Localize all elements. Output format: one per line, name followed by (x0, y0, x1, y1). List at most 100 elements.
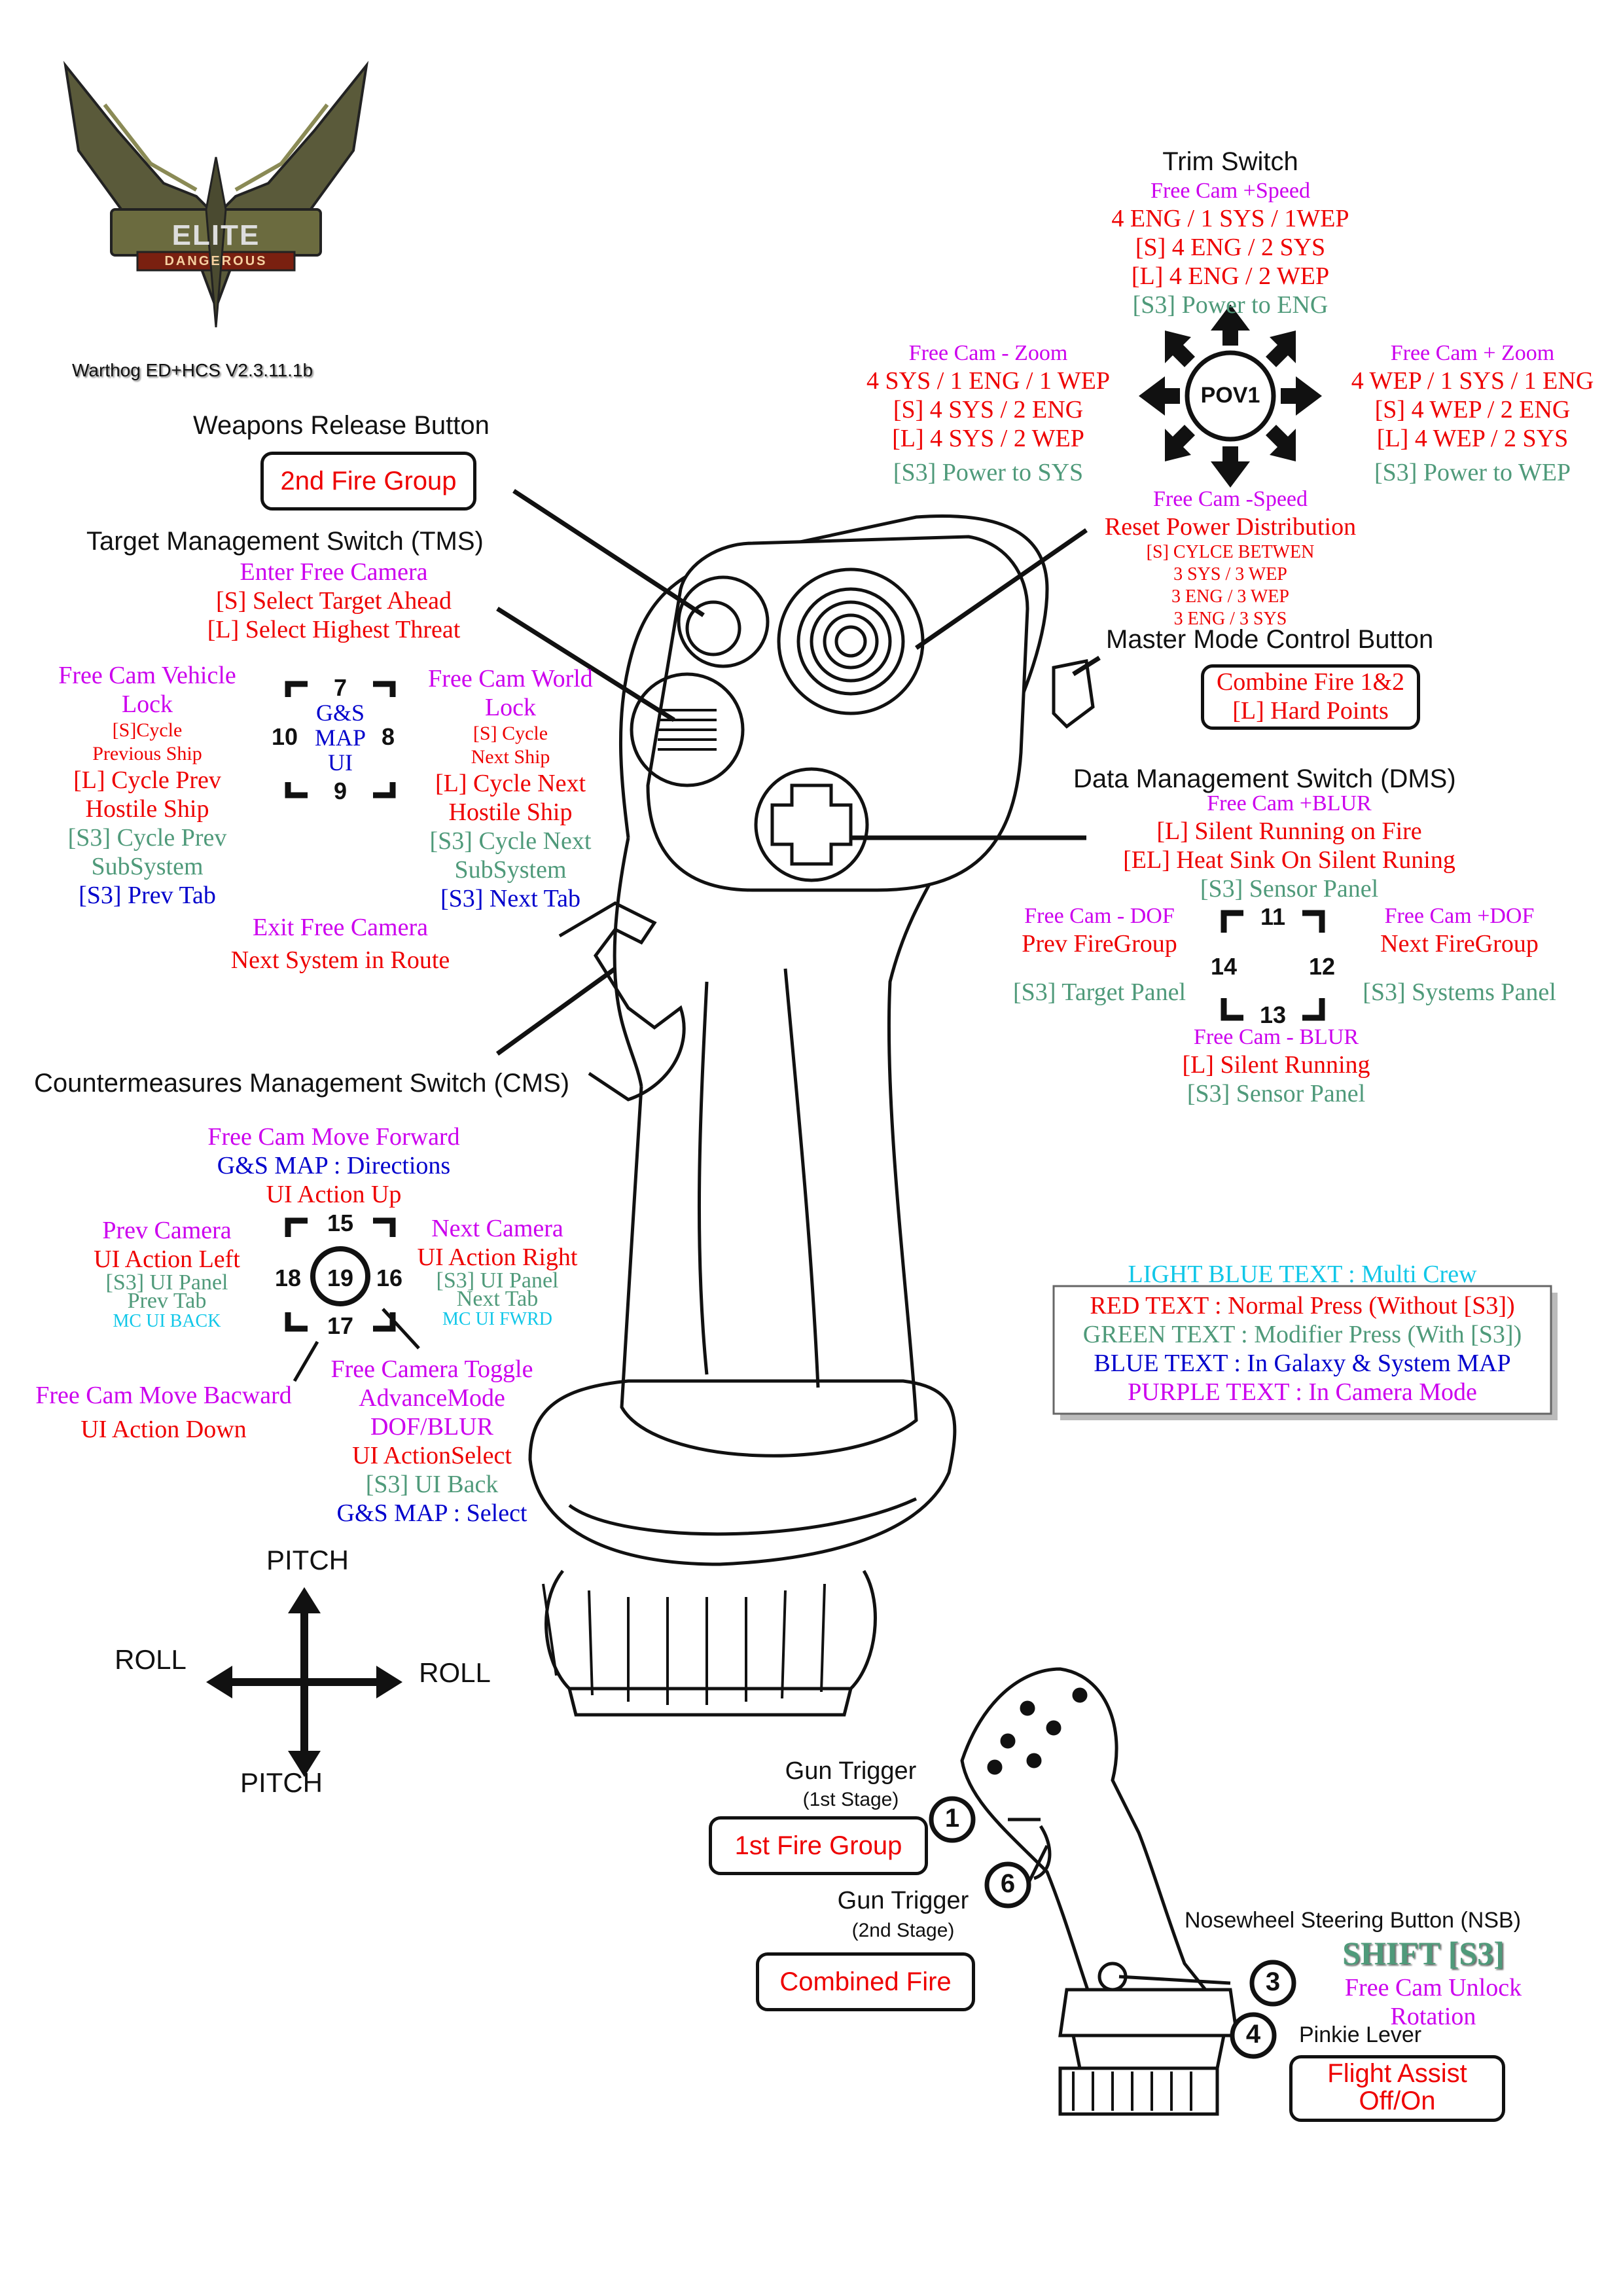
tms-title: Target Management Switch (TMS) (86, 527, 484, 556)
trigger2-title: Gun Trigger (837, 1887, 969, 1914)
cms-down-line: UI Action Down (80, 1416, 247, 1443)
pinkie-title: Pinkie Lever (1299, 2022, 1422, 2047)
cms-press-text: Free Camera Toggle AdvanceMode DOF/BLUR … (301, 1355, 563, 1528)
trim-up-line: 4 ENG / 1 SYS / 1WEP (1111, 205, 1349, 232)
pinkie-box: Flight Assist Off/On (1289, 2055, 1505, 2122)
cms-left-line: MC UI BACK (113, 1311, 221, 1331)
trim-left-line: Free Cam - Zoom (908, 341, 1068, 365)
tms-left-line: [L] Cycle Prev (73, 766, 221, 794)
legend-item: BLUE TEXT : In Galaxy & System MAP (1094, 1350, 1511, 1377)
exit-cam-text: Exit Free Camera Next System in Route (216, 913, 465, 975)
trim-up-line: Free Cam +Speed (1150, 179, 1310, 203)
pinkie-box-line: Flight Assist (1327, 2059, 1467, 2088)
dms-right-line: [S3] Systems Panel (1363, 978, 1556, 1006)
dms-up-line: [S3] Sensor Panel (1200, 875, 1379, 903)
pitch-down-label: PITCH (240, 1767, 323, 1798)
mmcb-box: Combine Fire 1&2 [L] Hard Points (1201, 664, 1420, 730)
nsb-lines: Free Cam Unlock Rotation (1329, 1973, 1538, 2031)
dms-down-line: Free Cam - BLUR (1193, 1025, 1359, 1049)
trim-up-line: [S3] Power to ENG (1132, 291, 1329, 319)
cms-down-line: Free Cam Move Bacward (35, 1382, 292, 1409)
nsb-title: Nosewheel Steering Button (NSB) (1185, 1908, 1522, 1933)
num-3: 3 (1265, 1967, 1281, 1996)
dms-title: Data Management Switch (DMS) (1073, 764, 1456, 793)
trigger-stick-drawing (960, 1667, 1239, 2116)
tms-left-line: [S3] Cycle Prev (67, 824, 227, 852)
tms-left-line: Previous Ship (92, 743, 202, 764)
cms-right-text: Next Camera UI Action Right [S3] UI Pane… (393, 1214, 602, 1331)
dms-num-right: 12 (1308, 953, 1336, 980)
tms-right-line: Hostile Ship (448, 798, 573, 826)
cms-grid-icon (285, 1217, 420, 1382)
cms-right-line: Next Tab (456, 1287, 539, 1311)
legend-item: GREEN TEXT : Modifier Press (With [S3]) (1082, 1321, 1522, 1348)
trim-up-text: Free Cam +Speed 4 ENG / 1 SYS / 1WEP [S]… (1034, 178, 1427, 319)
cms-left-line: Prev Tab (127, 1289, 207, 1313)
dms-grid-icon (1221, 910, 1325, 1021)
tms-lines: Enter Free Camera [S] Select Target Ahea… (177, 558, 491, 644)
legend-item: LIGHT BLUE TEXT : Multi Crew (1128, 1261, 1477, 1288)
nsb-shift: SHIFT [S3] (1342, 1935, 1505, 1971)
cms-up-text: Free Cam Move Forward G&S MAP : Directio… (183, 1122, 484, 1209)
cms-left-line: UI Action Left (94, 1246, 240, 1273)
cms-press-line: DOF/BLUR (370, 1413, 493, 1441)
num-1: 1 (944, 1804, 960, 1833)
dms-num-left: 14 (1210, 953, 1238, 980)
cms-num-left: 18 (274, 1265, 302, 1291)
trigger1-sub: (1st Stage) (802, 1789, 899, 1810)
dms-down-line: [S3] Sensor Panel (1186, 1080, 1366, 1107)
weapons-release-box: 2nd Fire Group (260, 452, 476, 511)
roll-right-label: ROLL (419, 1657, 491, 1688)
trim-up-line: [S] 4 ENG / 2 SYS (1135, 234, 1326, 261)
tms-left-line: [S3] Prev Tab (79, 882, 216, 909)
trim-left-line: [L] 4 SYS / 2 WEP (892, 425, 1084, 452)
cms-left-line: Prev Camera (102, 1217, 232, 1244)
tms-center: G&S MAP UI (301, 700, 380, 775)
legend-item: PURPLE TEXT : In Camera Mode (1128, 1378, 1477, 1406)
tms-right-line: [S3] Cycle Next (429, 827, 592, 855)
exit-cam-line: Exit Free Camera (252, 914, 428, 941)
mmcb-box-line: Combine Fire 1&2 (1216, 668, 1405, 696)
trim-up-line: [L] 4 ENG / 2 WEP (1131, 262, 1330, 290)
num-4: 4 (1245, 2020, 1261, 2049)
pov1-hat-icon (1139, 304, 1322, 488)
tms-right-line: Free Cam World (428, 665, 593, 692)
tms-right-line: [L] Cycle Next (435, 770, 586, 797)
dms-up-text: Free Cam +BLUR [L] Silent Running on Fir… (1093, 791, 1486, 903)
tms-left-line: [S]Cycle (112, 719, 183, 741)
tms-right-line: Next Ship (471, 746, 550, 768)
trim-left-line: 4 SYS / 1 ENG / 1 WEP (866, 367, 1110, 395)
trigger2-sub: (2nd Stage) (851, 1920, 955, 1941)
dms-num-top: 11 (1260, 903, 1286, 930)
pinkie-box-line: Off/On (1359, 2087, 1436, 2115)
cms-down-text: Free Cam Move Bacward UI Action Down (20, 1381, 308, 1444)
cms-title: Countermeasures Management Switch (CMS) (34, 1069, 570, 1098)
tms-left-line: Lock (121, 691, 173, 718)
nsb-line: Rotation (1390, 2003, 1476, 2030)
tms-right-line: [S] Cycle (473, 723, 548, 744)
cms-num-center: 19 (327, 1265, 354, 1291)
nsb-line: Free Cam Unlock (1344, 1974, 1522, 2001)
cms-num-bottom: 17 (327, 1312, 354, 1339)
pitch-up-label: PITCH (266, 1545, 349, 1575)
cms-right-line: Next Camera (431, 1215, 563, 1242)
trim-left-text: Free Cam - Zoom 4 SYS / 1 ENG / 1 WEP [S… (841, 340, 1135, 487)
logo-subtitle: DANGEROUS (164, 254, 268, 268)
dms-left-line: [S3] Target Panel (1013, 978, 1186, 1006)
trim-down-line: 3 ENG / 3 WEP (1171, 586, 1289, 607)
tms-right-text: Free Cam World Lock [S] Cycle Next Ship … (412, 664, 609, 913)
tms-line: [S] Select Target Ahead (216, 587, 452, 615)
pov1-label: POV1 (1200, 383, 1260, 408)
cms-right-line: MC UI FWRD (442, 1309, 552, 1329)
pitch-roll-cross-icon (206, 1587, 402, 1777)
tms-left-line: Free Cam Vehicle (58, 662, 236, 689)
cms-press-line: Free Camera Toggle (330, 1355, 533, 1383)
dms-up-line: Free Cam +BLUR (1207, 791, 1372, 816)
cms-up-line: G&S MAP : Directions (217, 1152, 451, 1179)
dms-num-bottom: 13 (1259, 1001, 1287, 1028)
cms-left-line: [S3] UI Panel (105, 1270, 228, 1295)
legend-item: RED TEXT : Normal Press (Without [S3]) (1090, 1292, 1515, 1319)
tms-line: Enter Free Camera (240, 558, 428, 586)
dms-down-text: Free Cam - BLUR [L] Silent Running [S3] … (1165, 1024, 1387, 1108)
cms-num-top: 15 (327, 1210, 354, 1236)
